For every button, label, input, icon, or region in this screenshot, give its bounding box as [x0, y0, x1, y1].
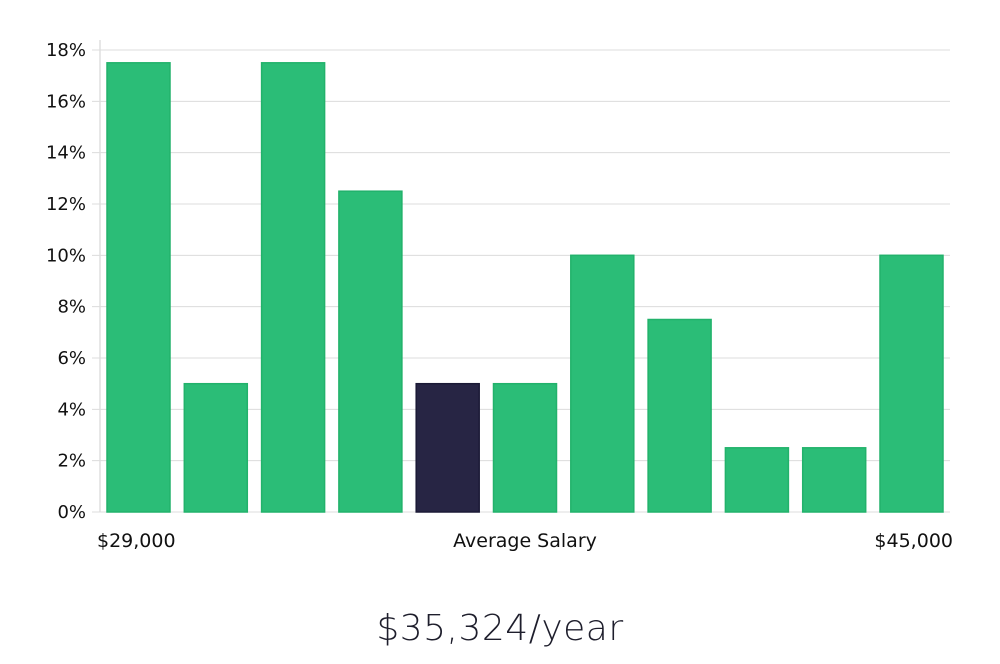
bar [724, 447, 790, 513]
bar [879, 254, 944, 513]
y-tick-label: 4% [57, 399, 86, 420]
bar [570, 254, 635, 513]
y-axis-layer: 0% 2% 4% 6% 8% 10% 12% 14% 16% 18% [46, 40, 86, 523]
y-tick-label: 14% [46, 143, 86, 164]
y-tick-label: 16% [46, 91, 86, 112]
y-tick-label: 6% [57, 348, 86, 369]
x-axis-title: Average Salary [453, 530, 597, 552]
x-axis-min-label: $29,000 [97, 530, 176, 552]
y-tick-label: 10% [46, 245, 86, 266]
bar [647, 318, 712, 513]
bar [338, 190, 403, 513]
bar [260, 62, 326, 513]
x-axis-max-label: $45,000 [874, 530, 953, 552]
bar [183, 382, 249, 513]
bar [106, 62, 171, 513]
y-tick-label: 2% [57, 451, 86, 472]
y-tick-label: 18% [46, 40, 86, 61]
y-tick-label: 0% [57, 502, 86, 523]
y-tick-label: 12% [46, 194, 86, 215]
bar-highlighted [415, 382, 480, 513]
bar [801, 447, 867, 513]
bar [492, 382, 558, 513]
average-salary-value: $35,324/year [376, 608, 624, 649]
bars-layer [106, 62, 944, 513]
x-axis-layer: $29,000 Average Salary $45,000 [97, 530, 953, 552]
y-tick-label: 8% [57, 297, 86, 318]
